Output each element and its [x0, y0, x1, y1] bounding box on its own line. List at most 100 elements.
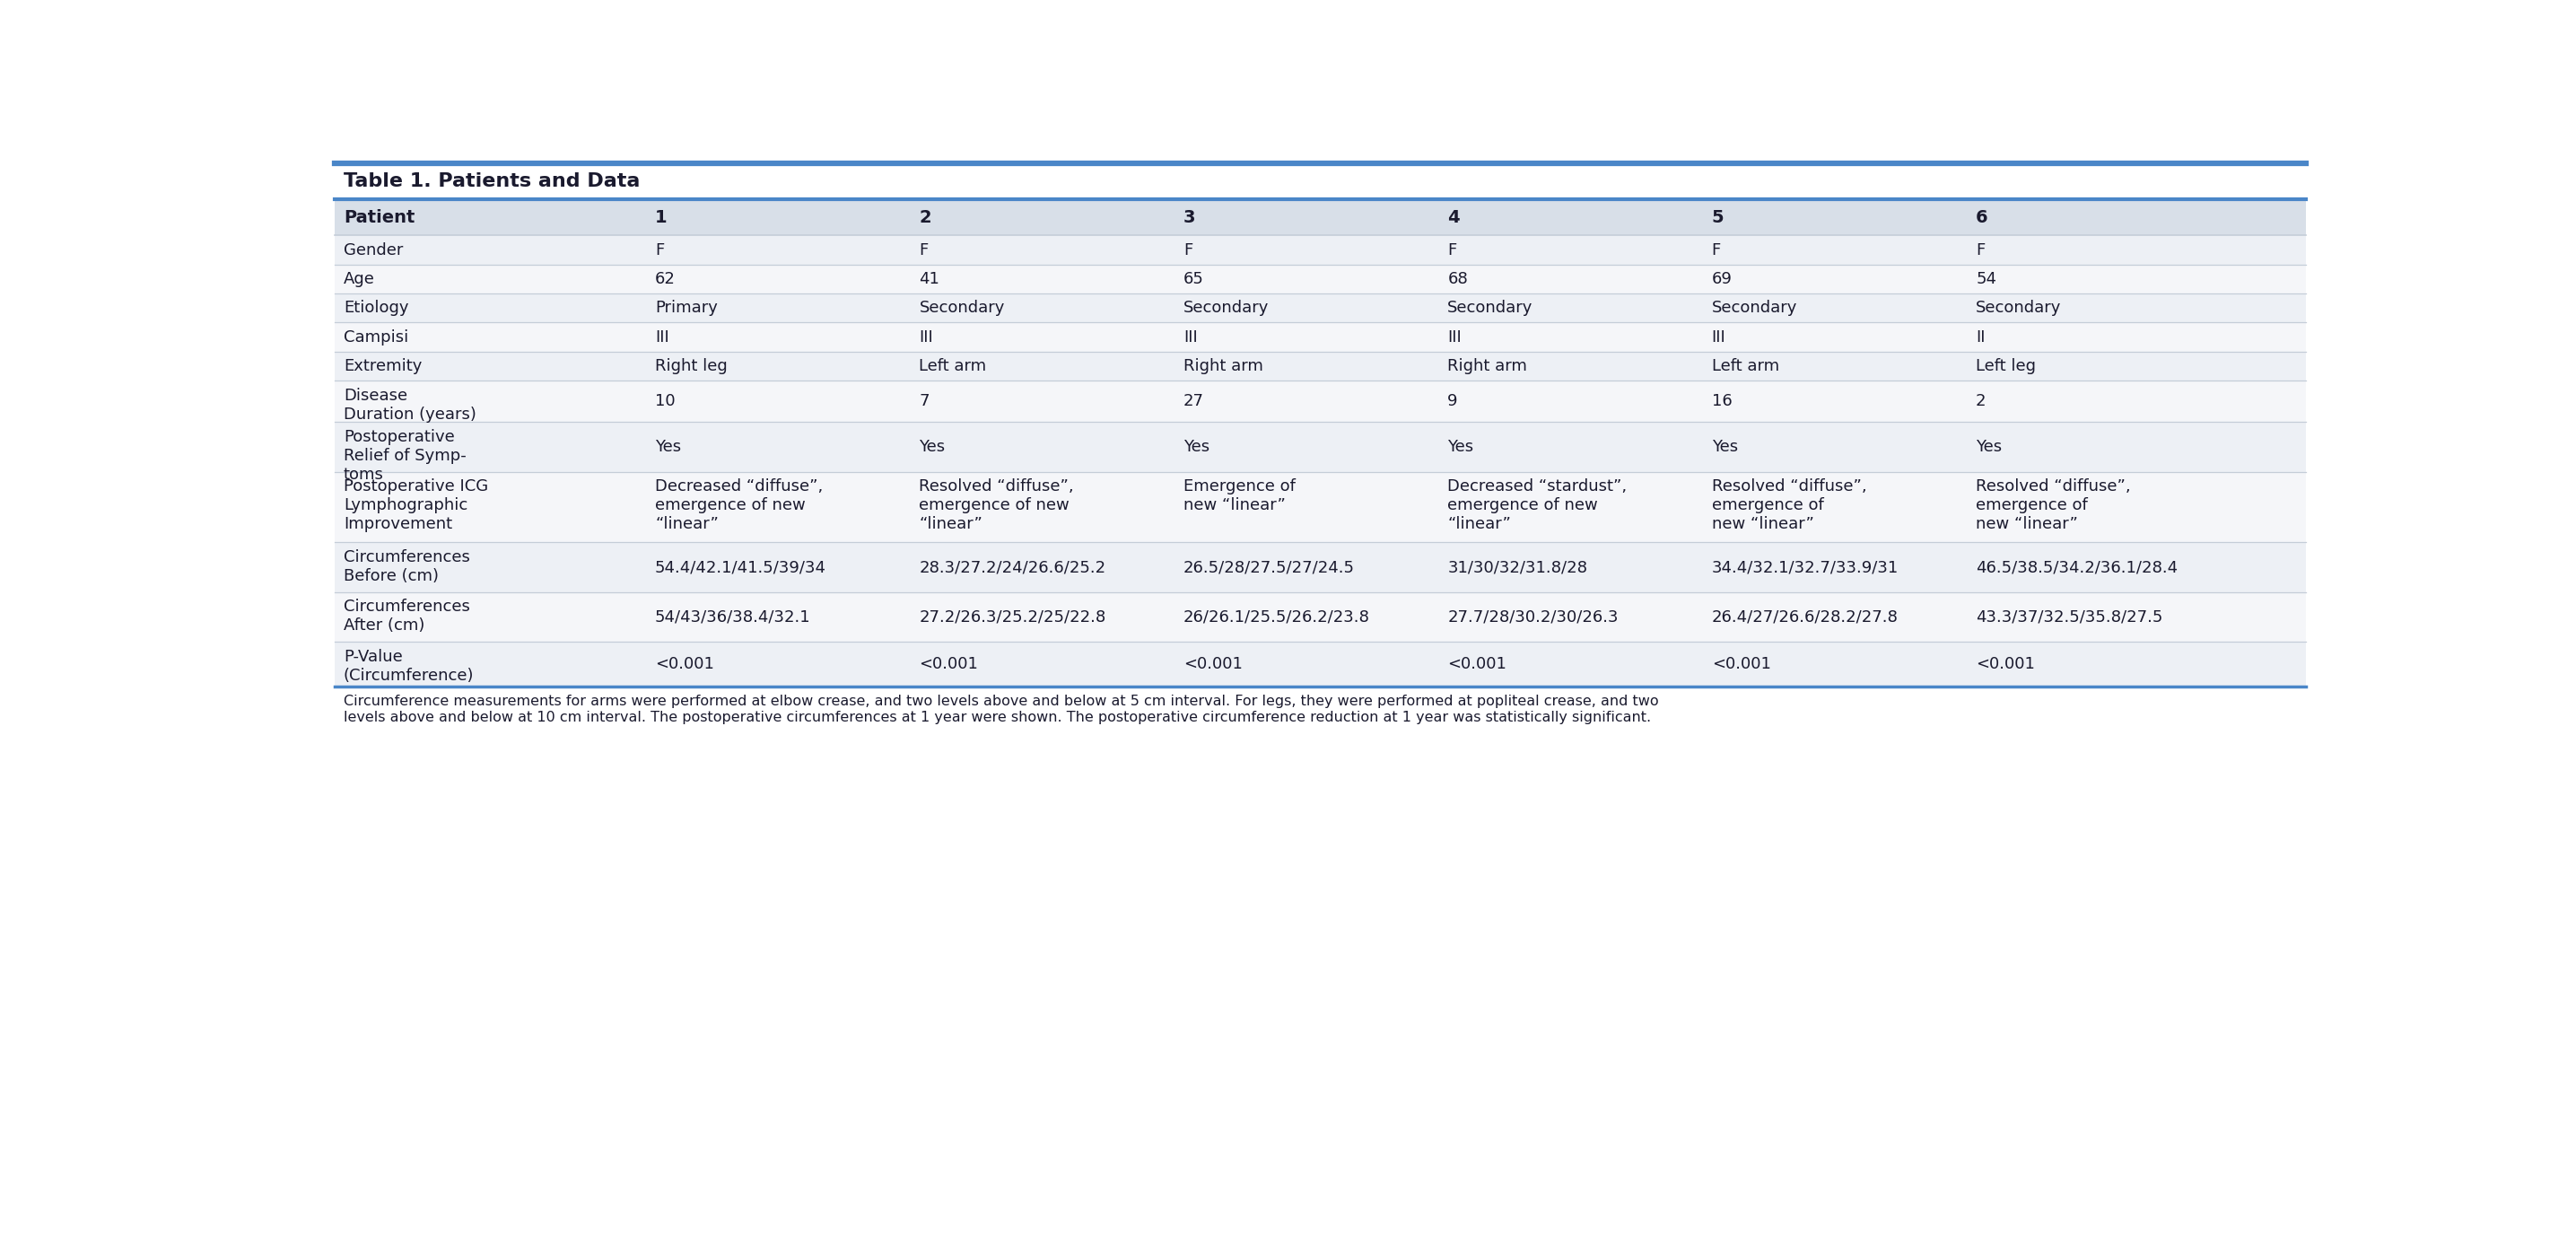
Bar — [335, 323, 2306, 352]
Text: 26.5/28/27.5/27/24.5: 26.5/28/27.5/27/24.5 — [1182, 559, 1355, 576]
Text: III: III — [654, 329, 670, 345]
Text: Table 1. Patients and Data: Table 1. Patients and Data — [343, 173, 639, 190]
Text: Resolved “diffuse”,
emergence of
new “linear”: Resolved “diffuse”, emergence of new “li… — [1710, 479, 1868, 532]
Text: <0.001: <0.001 — [920, 656, 979, 673]
Text: F: F — [920, 242, 927, 258]
Text: Circumference measurements for arms were performed at elbow crease, and two leve: Circumference measurements for arms were… — [343, 696, 1659, 724]
Text: 54.4/42.1/41.5/39/34: 54.4/42.1/41.5/39/34 — [654, 559, 827, 576]
Text: 2: 2 — [1976, 393, 1986, 410]
Bar — [335, 265, 2306, 294]
Text: 27: 27 — [1182, 393, 1203, 410]
Text: Yes: Yes — [920, 438, 945, 455]
Text: 54: 54 — [1976, 271, 1996, 287]
Text: Secondary: Secondary — [1976, 300, 2061, 316]
Text: F: F — [1448, 242, 1455, 258]
Text: 2: 2 — [920, 209, 933, 226]
Text: F: F — [1976, 242, 1986, 258]
Text: <0.001: <0.001 — [654, 656, 714, 673]
Bar — [335, 687, 2306, 735]
Text: <0.001: <0.001 — [1976, 656, 2035, 673]
Text: <0.001: <0.001 — [1182, 656, 1242, 673]
Bar — [335, 381, 2306, 422]
Text: 27.2/26.3/25.2/25/22.8: 27.2/26.3/25.2/25/22.8 — [920, 609, 1105, 625]
Text: Right leg: Right leg — [654, 358, 726, 374]
Text: Yes: Yes — [654, 438, 680, 455]
Text: 7: 7 — [920, 393, 930, 410]
Text: Left arm: Left arm — [1710, 358, 1780, 374]
Bar — [335, 294, 2306, 323]
Text: 41: 41 — [920, 271, 940, 287]
Text: Etiology: Etiology — [343, 300, 410, 316]
Text: 31/30/32/31.8/28: 31/30/32/31.8/28 — [1448, 559, 1587, 576]
Text: Right arm: Right arm — [1182, 358, 1262, 374]
Text: 69: 69 — [1710, 271, 1731, 287]
Text: <0.001: <0.001 — [1448, 656, 1507, 673]
Text: Left leg: Left leg — [1976, 358, 2035, 374]
Text: 46.5/38.5/34.2/36.1/28.4: 46.5/38.5/34.2/36.1/28.4 — [1976, 559, 2177, 576]
Text: Gender: Gender — [343, 242, 402, 258]
Bar — [335, 422, 2306, 471]
Text: <0.001: <0.001 — [1710, 656, 1770, 673]
Text: Secondary: Secondary — [1710, 300, 1798, 316]
Text: Postoperative ICG
Lymphographic
Improvement: Postoperative ICG Lymphographic Improvem… — [343, 479, 487, 532]
Text: 26/26.1/25.5/26.2/23.8: 26/26.1/25.5/26.2/23.8 — [1182, 609, 1370, 625]
Text: Right arm: Right arm — [1448, 358, 1528, 374]
Text: II: II — [1976, 329, 1986, 345]
Text: 10: 10 — [654, 393, 675, 410]
Text: Primary: Primary — [654, 300, 719, 316]
Text: III: III — [1182, 329, 1198, 345]
Text: 54/43/36/38.4/32.1: 54/43/36/38.4/32.1 — [654, 609, 811, 625]
Text: Yes: Yes — [1448, 438, 1473, 455]
Text: Left arm: Left arm — [920, 358, 987, 374]
Text: F: F — [1182, 242, 1193, 258]
Bar — [335, 542, 2306, 592]
Text: 4: 4 — [1448, 209, 1461, 226]
Text: 62: 62 — [654, 271, 675, 287]
Text: Circumferences
Before (cm): Circumferences Before (cm) — [343, 549, 469, 585]
Text: 28.3/27.2/24/26.6/25.2: 28.3/27.2/24/26.6/25.2 — [920, 559, 1105, 576]
Text: Yes: Yes — [1710, 438, 1739, 455]
Text: 3: 3 — [1182, 209, 1195, 226]
Text: Emergence of
new “linear”: Emergence of new “linear” — [1182, 479, 1296, 514]
Text: 26.4/27/26.6/28.2/27.8: 26.4/27/26.6/28.2/27.8 — [1710, 609, 1899, 625]
Text: F: F — [654, 242, 665, 258]
Text: Decreased “stardust”,
emergence of new
“linear”: Decreased “stardust”, emergence of new “… — [1448, 479, 1628, 532]
Text: 43.3/37/32.5/35.8/27.5: 43.3/37/32.5/35.8/27.5 — [1976, 609, 2164, 625]
Bar — [335, 641, 2306, 687]
Text: Extremity: Extremity — [343, 358, 422, 374]
Text: Secondary: Secondary — [1448, 300, 1533, 316]
Text: Circumferences
After (cm): Circumferences After (cm) — [343, 598, 469, 634]
Text: 1: 1 — [654, 209, 667, 226]
Text: Secondary: Secondary — [1182, 300, 1270, 316]
Text: 6: 6 — [1976, 209, 1989, 226]
Text: III: III — [1448, 329, 1461, 345]
Bar — [335, 236, 2306, 265]
Text: 65: 65 — [1182, 271, 1203, 287]
Text: Yes: Yes — [1976, 438, 2002, 455]
Text: F: F — [1710, 242, 1721, 258]
Text: P-Value
(Circumference): P-Value (Circumference) — [343, 649, 474, 684]
Text: Campisi: Campisi — [343, 329, 410, 345]
Text: Resolved “diffuse”,
emergence of new
“linear”: Resolved “diffuse”, emergence of new “li… — [920, 479, 1074, 532]
Text: Decreased “diffuse”,
emergence of new
“linear”: Decreased “diffuse”, emergence of new “l… — [654, 479, 824, 532]
Text: Postoperative
Relief of Symp-
toms: Postoperative Relief of Symp- toms — [343, 428, 466, 483]
Text: Resolved “diffuse”,
emergence of
new “linear”: Resolved “diffuse”, emergence of new “li… — [1976, 479, 2130, 532]
Text: 5: 5 — [1710, 209, 1723, 226]
Bar — [335, 352, 2306, 381]
Text: 27.7/28/30.2/30/26.3: 27.7/28/30.2/30/26.3 — [1448, 609, 1618, 625]
Text: 16: 16 — [1710, 393, 1731, 410]
Text: Disease
Duration (years): Disease Duration (years) — [343, 388, 477, 422]
Text: Patient: Patient — [343, 209, 415, 226]
Text: 9: 9 — [1448, 393, 1458, 410]
Bar — [335, 471, 2306, 542]
Text: III: III — [920, 329, 933, 345]
Text: 68: 68 — [1448, 271, 1468, 287]
Bar — [335, 164, 2306, 199]
Text: Age: Age — [343, 271, 376, 287]
Bar — [335, 199, 2306, 236]
Text: Secondary: Secondary — [920, 300, 1005, 316]
Text: III: III — [1710, 329, 1726, 345]
Text: 34.4/32.1/32.7/33.9/31: 34.4/32.1/32.7/33.9/31 — [1710, 559, 1899, 576]
Text: Yes: Yes — [1182, 438, 1211, 455]
Bar — [335, 592, 2306, 641]
